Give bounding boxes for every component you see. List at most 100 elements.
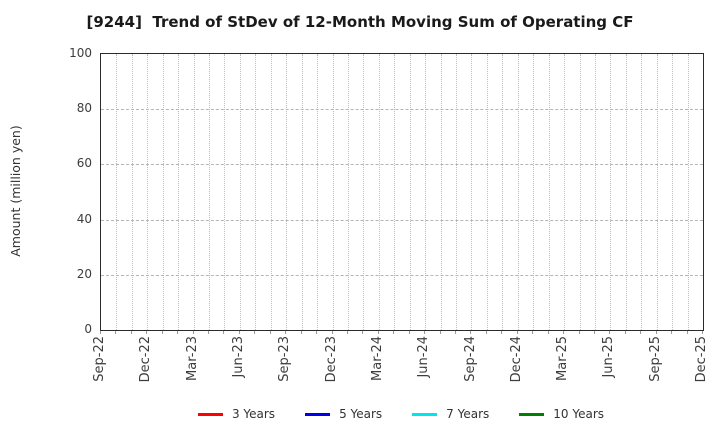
x-minor-tick bbox=[578, 331, 580, 334]
v-gridline bbox=[641, 54, 643, 330]
legend-line-icon bbox=[197, 412, 223, 416]
x-minor-tick bbox=[161, 331, 163, 334]
x-tick-label: Mar-25 bbox=[555, 336, 571, 381]
x-tick-label: Dec-24 bbox=[508, 336, 524, 383]
y-tick-label: 20 bbox=[76, 266, 92, 281]
legend-label: 7 Years bbox=[446, 407, 490, 421]
legend-item-3-years: 3 Years bbox=[197, 407, 276, 421]
y-tick-label: 100 bbox=[69, 46, 92, 60]
legend-item-7-years: 7 Years bbox=[412, 407, 489, 421]
v-gridline bbox=[347, 54, 349, 330]
x-tick-label: Mar-23 bbox=[184, 336, 200, 381]
x-minor-tick bbox=[516, 331, 518, 334]
v-gridline bbox=[456, 54, 458, 330]
v-gridline bbox=[687, 54, 689, 330]
legend: 3 Years 5 Years 7 Years 10 Years bbox=[100, 404, 702, 424]
x-minor-tick bbox=[547, 331, 549, 334]
v-gridline bbox=[162, 54, 164, 330]
x-minor-tick bbox=[254, 331, 256, 334]
x-minor-tick bbox=[470, 331, 472, 334]
v-gridline bbox=[178, 54, 180, 330]
x-minor-tick bbox=[624, 331, 626, 334]
v-gridline bbox=[116, 54, 118, 330]
x-minor-tick bbox=[300, 331, 302, 334]
v-gridline bbox=[471, 54, 473, 330]
h-gridline bbox=[101, 109, 703, 111]
x-minor-tick bbox=[223, 331, 225, 334]
legend-line-icon bbox=[305, 412, 331, 416]
v-gridline bbox=[317, 54, 319, 330]
v-gridline bbox=[193, 54, 195, 330]
y-axis-label: Amount (million yen) bbox=[8, 125, 23, 257]
x-minor-tick bbox=[377, 331, 379, 334]
v-gridline bbox=[502, 54, 504, 330]
x-minor-tick bbox=[115, 331, 117, 334]
legend-label: 10 Years bbox=[553, 407, 605, 421]
x-minor-tick bbox=[655, 331, 657, 334]
x-tick-label: Jun-24 bbox=[416, 336, 432, 378]
x-minor-tick bbox=[192, 331, 194, 334]
x-minor-tick bbox=[146, 331, 148, 334]
x-minor-tick bbox=[177, 331, 179, 334]
v-gridline bbox=[286, 54, 288, 330]
v-gridline bbox=[363, 54, 365, 330]
y-tick-label: 60 bbox=[76, 156, 92, 171]
x-minor-tick bbox=[100, 331, 101, 334]
h-gridline bbox=[101, 274, 703, 276]
x-tick-label: Mar-24 bbox=[369, 336, 385, 381]
v-gridline bbox=[425, 54, 427, 330]
x-minor-tick bbox=[346, 331, 348, 334]
v-gridline bbox=[610, 54, 612, 330]
x-tick-label: Jun-25 bbox=[601, 336, 617, 378]
legend-label: 5 Years bbox=[339, 407, 383, 421]
x-minor-tick bbox=[609, 331, 611, 334]
v-gridline bbox=[255, 54, 257, 330]
chart-title: [9244] Trend of StDev of 12-Month Moving… bbox=[86, 13, 634, 31]
v-gridline bbox=[409, 54, 411, 330]
x-tick-label: Sep-25 bbox=[647, 336, 663, 382]
x-minor-tick bbox=[316, 331, 318, 334]
v-gridline bbox=[224, 54, 226, 330]
v-gridline bbox=[332, 54, 334, 330]
h-gridline bbox=[101, 219, 703, 221]
v-gridline bbox=[486, 54, 488, 330]
x-minor-tick bbox=[238, 331, 240, 334]
x-minor-tick bbox=[702, 331, 703, 334]
v-gridline bbox=[301, 54, 303, 330]
legend-line-icon bbox=[412, 412, 438, 416]
v-gridline bbox=[517, 54, 519, 330]
v-gridline bbox=[564, 54, 566, 330]
x-tick-label: Jun-23 bbox=[230, 336, 246, 378]
x-minor-tick bbox=[686, 331, 688, 334]
x-minor-tick bbox=[563, 331, 565, 334]
x-tick-label: Sep-22 bbox=[92, 336, 107, 382]
legend-item-10-years: 10 Years bbox=[519, 407, 604, 421]
y-tick-label: 40 bbox=[76, 211, 92, 226]
x-minor-tick bbox=[671, 331, 673, 334]
x-minor-tick bbox=[593, 331, 595, 334]
v-gridline bbox=[394, 54, 396, 330]
plot-area bbox=[100, 53, 704, 331]
x-minor-tick bbox=[485, 331, 487, 334]
legend-label: 3 Years bbox=[231, 407, 276, 421]
v-gridline bbox=[131, 54, 133, 330]
v-gridline bbox=[672, 54, 674, 330]
legend-item-5-years: 5 Years bbox=[305, 407, 382, 421]
x-tick-label: Dec-25 bbox=[694, 336, 709, 383]
legend-line-icon bbox=[519, 412, 545, 416]
v-gridline bbox=[440, 54, 442, 330]
h-gridline bbox=[101, 164, 703, 166]
x-minor-tick bbox=[285, 331, 287, 334]
x-minor-tick bbox=[501, 331, 503, 334]
v-gridline bbox=[378, 54, 380, 330]
v-gridline bbox=[147, 54, 149, 330]
v-gridline bbox=[548, 54, 550, 330]
x-minor-tick bbox=[208, 331, 210, 334]
x-minor-tick bbox=[130, 331, 132, 334]
x-tick-label: Dec-23 bbox=[323, 336, 339, 383]
v-gridline bbox=[239, 54, 241, 330]
v-gridline bbox=[533, 54, 535, 330]
v-gridline bbox=[625, 54, 627, 330]
x-tick-label: Sep-23 bbox=[277, 336, 293, 382]
